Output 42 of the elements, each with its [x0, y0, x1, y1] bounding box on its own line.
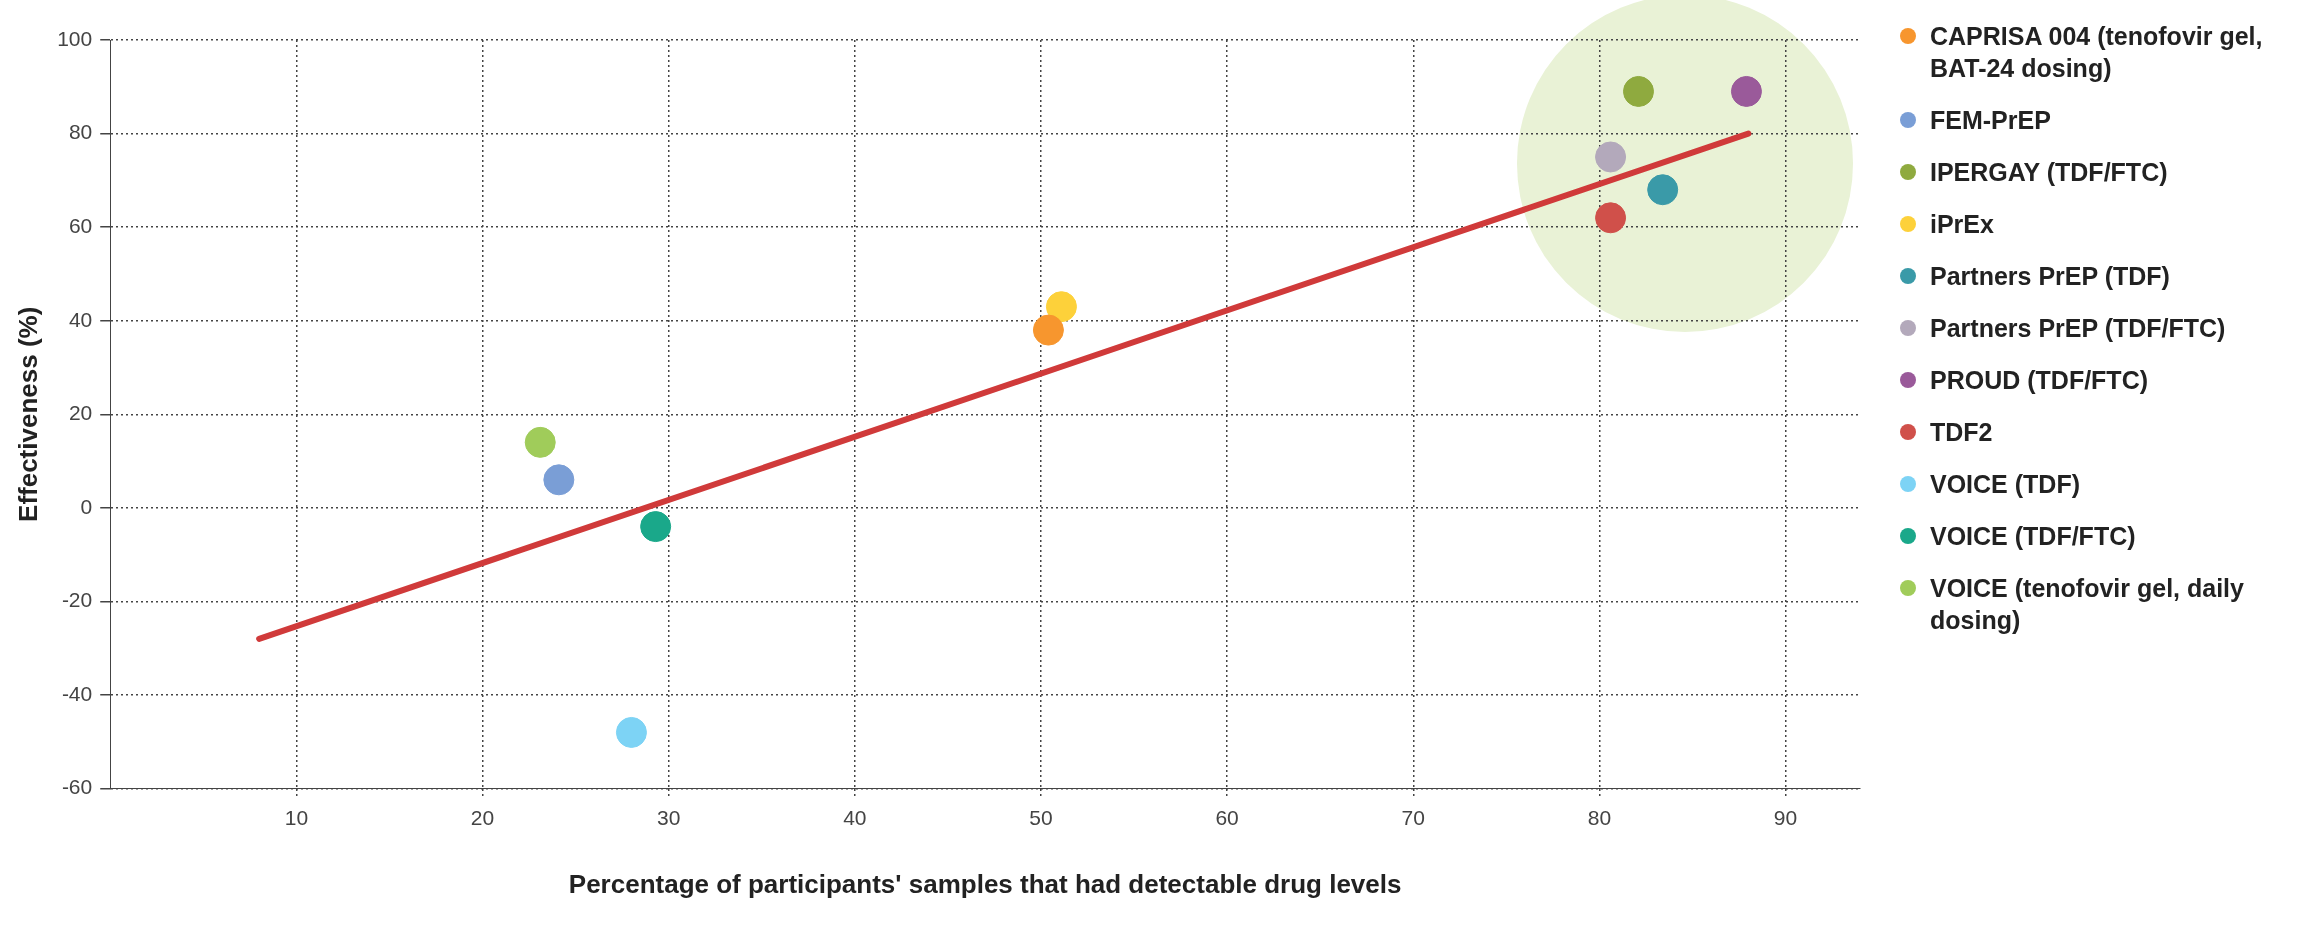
y-tick-label: -20 [61, 588, 93, 612]
point [1045, 291, 1077, 323]
y-tick-label: 20 [68, 401, 93, 425]
legend-label: FEM-PrEP [1930, 105, 2051, 136]
legend-label: VOICE (TDF/FTC) [1930, 521, 2136, 552]
x-tick-label: 10 [284, 806, 309, 829]
x-tick-label: 30 [656, 806, 681, 829]
legend-label: VOICE (TDF) [1930, 469, 2080, 500]
x-tick-label: 80 [1587, 806, 1612, 829]
point [640, 511, 672, 543]
x-tick-label: 90 [1773, 806, 1798, 829]
legend-label: IPERGAY (TDF/FTC) [1930, 157, 2168, 188]
point [1595, 141, 1627, 173]
y-tick-label: 60 [68, 213, 93, 237]
legend-label: Partners PrEP (TDF) [1930, 261, 2170, 292]
legend-label: PROUD (TDF/FTC) [1930, 365, 2149, 396]
x-tick-label: 70 [1401, 806, 1425, 829]
point [1647, 174, 1679, 206]
legend-label: VOICE (tenofovir gel, daily dosing) [1930, 573, 2245, 636]
x-tick-label: 50 [1029, 806, 1053, 829]
x-tick-label: 20 [470, 806, 495, 829]
legend-label: CAPRISA 004 (tenofovir gel, BAT-24 dosing) [1930, 21, 2264, 84]
legend-label: TDF2 [1930, 417, 1993, 448]
y-axis-title: Effectiveness (%) [12, 306, 43, 522]
y-tick-label: -60 [61, 775, 93, 799]
x-tick-label: 40 [843, 806, 867, 829]
point [524, 426, 556, 458]
x-tick-label: 60 [1215, 806, 1239, 829]
legend-label: iPrEx [1930, 209, 1994, 240]
y-tick-label: 80 [68, 120, 93, 144]
y-tick-label: 0 [80, 494, 93, 518]
point [1595, 202, 1627, 234]
legend-label: Partners PrEP (TDF/FTC) [1930, 313, 2226, 344]
point [615, 716, 647, 748]
y-tick-label: 100 [57, 26, 93, 50]
y-tick-label: 40 [68, 307, 93, 331]
y-tick-label: -40 [61, 681, 93, 705]
point [1032, 314, 1064, 346]
point [1622, 75, 1654, 107]
point [543, 464, 575, 496]
point [1730, 75, 1762, 107]
x-axis-title: Percentage of participants' samples that had detectable drug levels [568, 868, 1402, 899]
